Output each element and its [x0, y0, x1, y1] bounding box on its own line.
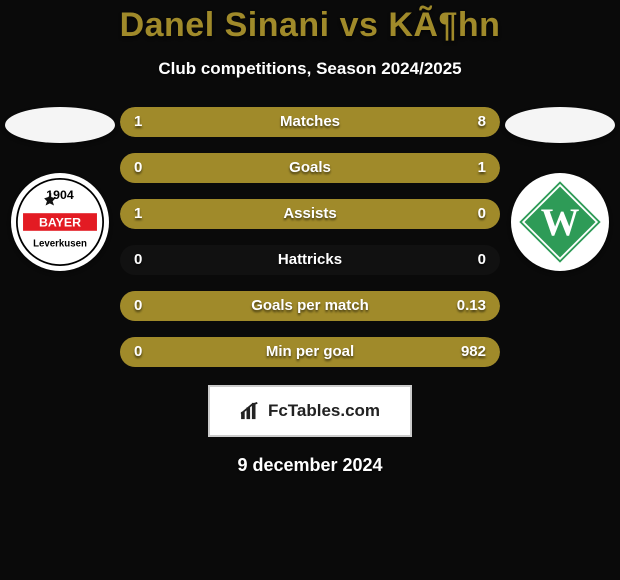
player-ellipse-right: [505, 107, 615, 143]
svg-text:W: W: [541, 202, 580, 244]
stat-value-right: 0: [478, 245, 486, 275]
stat-value-right: 982: [461, 337, 486, 367]
comparison-row: 1904 BAYER Leverkusen 1 Matches 8 0: [0, 107, 620, 367]
stat-label: Assists: [120, 199, 500, 229]
page-title: Danel Sinani vs KÃ¶hn: [0, 0, 620, 45]
brand-text: FcTables.com: [268, 401, 380, 421]
bars-icon: [240, 402, 262, 420]
right-club-crest: W: [511, 173, 609, 271]
stat-bar-goals-per-match: 0 Goals per match 0.13: [120, 291, 500, 321]
svg-text:BAYER: BAYER: [39, 215, 81, 229]
stat-bar-hattricks: 0 Hattricks 0: [120, 245, 500, 275]
player-ellipse-left: [5, 107, 115, 143]
stat-label: Min per goal: [120, 337, 500, 367]
stat-label: Goals per match: [120, 291, 500, 321]
stat-value-right: 8: [478, 107, 486, 137]
stat-label: Hattricks: [120, 245, 500, 275]
werder-crest-icon: W: [514, 176, 606, 268]
stat-value-right: 0.13: [457, 291, 486, 321]
fctables-brand-box: FcTables.com: [208, 385, 412, 437]
stat-bar-min-per-goal: 0 Min per goal 982: [120, 337, 500, 367]
left-club-crest: 1904 BAYER Leverkusen: [11, 173, 109, 271]
right-club-side: W: [500, 107, 620, 271]
subtitle: Club competitions, Season 2024/2025: [0, 59, 620, 79]
stat-value-right: 0: [478, 199, 486, 229]
stat-bars: 1 Matches 8 0 Goals 1 1 Assists 0: [120, 107, 500, 367]
svg-text:Leverkusen: Leverkusen: [33, 239, 87, 250]
stat-value-right: 1: [478, 153, 486, 183]
stat-label: Matches: [120, 107, 500, 137]
stat-bar-assists: 1 Assists 0: [120, 199, 500, 229]
stat-bar-goals: 0 Goals 1: [120, 153, 500, 183]
leverkusen-crest-icon: 1904 BAYER Leverkusen: [16, 178, 104, 266]
stat-label: Goals: [120, 153, 500, 183]
date-text: 9 december 2024: [0, 455, 620, 476]
left-club-side: 1904 BAYER Leverkusen: [0, 107, 120, 271]
stat-bar-matches: 1 Matches 8: [120, 107, 500, 137]
